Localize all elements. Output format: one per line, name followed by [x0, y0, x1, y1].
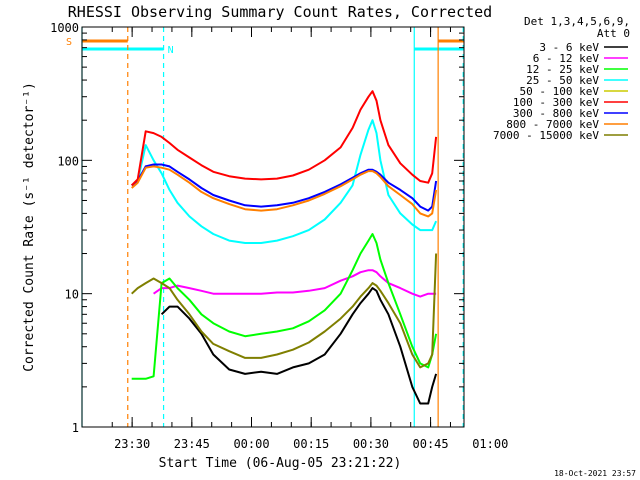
plot-frame — [81, 26, 465, 428]
series-line-4 — [131, 163, 438, 212]
y-tick-label: 1 — [72, 421, 79, 435]
y-axis: 1 10 100 1000 — [50, 21, 464, 435]
flag-label-s: S — [66, 37, 72, 48]
series-layer — [130, 90, 438, 405]
chart-title: RHESSI Observing Summary Count Rates, Co… — [68, 3, 492, 21]
legend-header-line: Det 1,3,4,5,6,9, — [524, 15, 630, 28]
legend-header-line: Att 0 — [597, 27, 630, 40]
legend-label: 100 - 300 keV — [513, 96, 599, 109]
legend-label: 7000 - 15000 keV — [493, 129, 599, 142]
x-tick-label: 23:30 — [114, 437, 150, 451]
footer-date: 18-Oct-2021 23:57 — [554, 469, 636, 478]
y-tick-label: 100 — [57, 154, 79, 168]
series-line-5 — [130, 90, 438, 187]
x-tick-label: 23:45 — [174, 437, 210, 451]
x-axis: 23:30 23:45 00:00 00:15 00:30 00:45 01:00 — [111, 27, 508, 451]
x-tick-label: 00:15 — [293, 437, 329, 451]
series-line-7 — [131, 165, 438, 218]
y-tick-label: 10 — [65, 288, 79, 302]
legend-label: 25 - 50 keV — [526, 74, 599, 87]
y-axis-label: Corrected Count Rate (s⁻¹ detector⁻¹) — [22, 82, 37, 372]
series-line-0 — [160, 287, 438, 405]
legend-label: 50 - 100 keV — [520, 85, 600, 98]
legend-label: 6 - 12 keV — [533, 52, 600, 65]
legend-label: 12 - 25 keV — [526, 63, 599, 76]
flag-label-n: N — [168, 45, 174, 56]
series-line-8 — [131, 253, 438, 369]
flag-bars: SN — [66, 37, 464, 56]
x-tick-label: 00:00 — [233, 437, 269, 451]
x-tick-label: 00:45 — [413, 437, 449, 451]
series-line-1 — [153, 269, 437, 298]
series-line-2 — [131, 233, 438, 380]
legend-label: 800 - 7000 keV — [506, 118, 599, 131]
x-tick-label: 01:00 — [472, 437, 508, 451]
x-tick-label: 00:30 — [353, 437, 389, 451]
x-axis-label: Start Time (06-Aug-05 23:21:22) — [159, 456, 402, 471]
legend-label: 300 - 800 keV — [513, 107, 599, 120]
series-line-3 — [131, 119, 438, 244]
legend-label: 3 - 6 keV — [539, 41, 599, 54]
y-tick-label: 1000 — [50, 21, 79, 35]
